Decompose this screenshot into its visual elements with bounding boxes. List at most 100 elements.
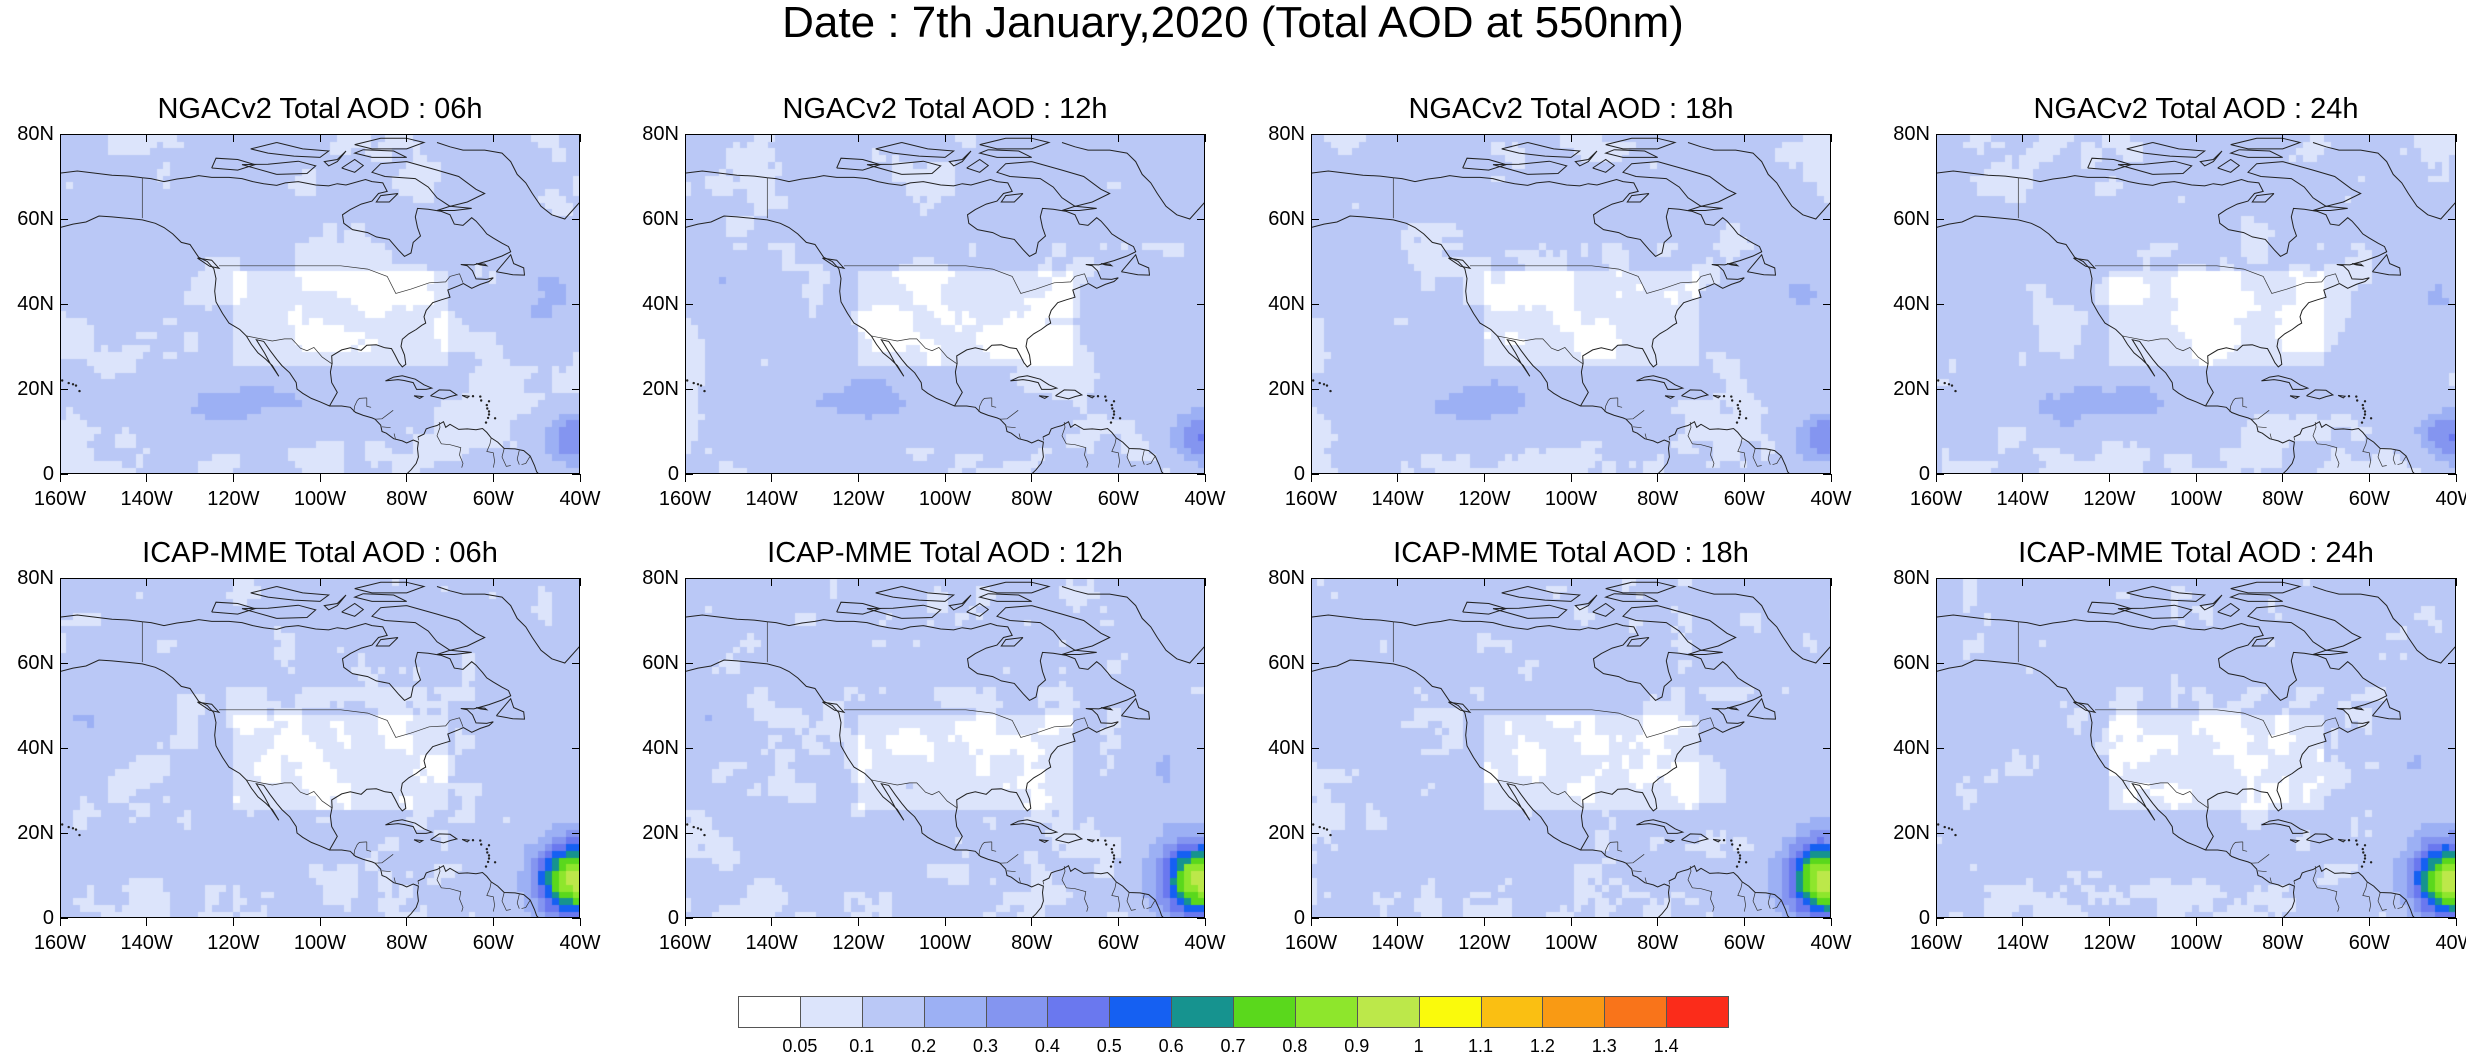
x-tick <box>319 474 321 482</box>
aod-map <box>60 134 580 474</box>
island-dot <box>2362 407 2365 410</box>
country-border <box>2397 899 2407 909</box>
coastline <box>1936 614 2388 851</box>
island-dot <box>1104 395 1107 398</box>
coastline <box>2293 420 2416 474</box>
country-border <box>486 881 495 912</box>
x-tick-label: 80W <box>2262 932 2304 954</box>
coastline <box>1936 659 2295 918</box>
island-dot <box>1738 857 1742 860</box>
y-tick-label: 60N <box>1268 208 1305 230</box>
y-tick-label: 20N <box>642 822 679 844</box>
x-tick-top <box>771 578 773 586</box>
coastline <box>979 137 1051 150</box>
island-dot <box>699 384 703 387</box>
x-tick-label: 100W <box>293 488 347 510</box>
coastline <box>2337 838 2347 843</box>
island-dot <box>1111 851 1114 854</box>
island-dot <box>2361 403 2364 407</box>
y-tick-label: 0 <box>42 907 54 929</box>
coastline <box>1726 263 1740 267</box>
coastline <box>1636 375 1685 390</box>
country-border <box>2257 870 2267 873</box>
x-tick <box>1310 918 1312 926</box>
coastline-layer <box>1936 581 2456 918</box>
x-tick-label: 100W <box>1544 488 1598 510</box>
country-border <box>978 841 992 857</box>
coastline-layer <box>1936 137 2456 474</box>
x-tick <box>857 918 859 926</box>
country-border <box>1146 899 1156 909</box>
country-border <box>2269 877 2272 883</box>
coastline <box>996 161 1111 207</box>
country-border <box>1767 894 1771 909</box>
x-tick-label: 40W <box>2435 488 2466 510</box>
x-tick-top <box>1117 578 1119 586</box>
x-tick-label: 40W <box>1810 488 1852 510</box>
island-dot <box>1954 389 1957 393</box>
x-tick-top <box>319 578 321 586</box>
coastline <box>1311 614 1763 851</box>
island-dot <box>74 384 78 387</box>
y-tick-label: 80N <box>1893 123 1930 145</box>
x-tick-label: 140W <box>120 488 173 510</box>
x-tick-top <box>857 578 859 586</box>
aod-map <box>1936 134 2456 474</box>
coastline <box>2372 697 2402 720</box>
country-border <box>999 410 1019 420</box>
x-tick-top <box>1570 134 1572 142</box>
map-panel: NGACv2 Total AOD : 06h 160W 140W 120W 100W 80… <box>17 92 600 532</box>
x-tick-label: 160W <box>658 932 712 954</box>
island-dot <box>1937 823 1940 826</box>
y-tick-label: 80N <box>17 567 54 589</box>
y-tick-right <box>1197 832 1205 834</box>
country-border <box>1772 455 1782 465</box>
island-dot <box>487 400 491 403</box>
coastline-layer <box>685 137 1205 474</box>
y-tick-label: 80N <box>1268 567 1305 589</box>
island-dot <box>1111 407 1114 410</box>
coastline <box>2293 864 2416 918</box>
coastline <box>1462 157 1508 171</box>
island-dot <box>493 861 497 864</box>
aod-map <box>1311 134 1831 474</box>
x-tick-label: 40W <box>1184 488 1226 510</box>
coastline <box>1100 707 1114 711</box>
y-tick-right <box>572 473 580 475</box>
x-tick-label: 140W <box>120 932 173 954</box>
x-tick-label: 80W <box>1011 488 1053 510</box>
x-tick-label: 60W <box>2348 488 2390 510</box>
x-tick-label: 80W <box>1011 932 1053 954</box>
country-border <box>1470 709 1715 738</box>
coastline <box>436 586 580 664</box>
x-tick-top <box>684 578 686 586</box>
island-dot <box>479 395 482 398</box>
island-dot <box>2363 854 2367 857</box>
coastline <box>1936 215 2295 474</box>
aod-map <box>60 578 580 918</box>
island-dot <box>2363 844 2367 847</box>
x-tick <box>2368 918 2370 926</box>
island-dot <box>1950 384 1954 387</box>
coastline <box>1000 637 1024 647</box>
colorbar-swatch <box>1542 996 1606 1028</box>
coastline <box>2217 602 2241 617</box>
coastline-layer <box>60 137 580 474</box>
panel-title: NGACv2 Total AOD : 18h <box>1408 93 1734 125</box>
coastline <box>371 605 486 651</box>
coastline <box>60 215 419 474</box>
island-dot <box>703 389 706 393</box>
island-dot <box>1105 843 1108 846</box>
x-tick-top <box>684 134 686 142</box>
island-dot <box>1110 403 1113 407</box>
coastline <box>2337 394 2347 399</box>
x-tick-top <box>944 578 946 586</box>
coastline <box>1712 838 1722 843</box>
coastline <box>1061 586 1205 664</box>
coastline <box>417 420 540 474</box>
y-tick <box>60 388 68 390</box>
coastline <box>2251 193 2275 203</box>
country-border <box>521 899 531 909</box>
island-dot <box>1731 399 1734 402</box>
coastline <box>2306 833 2335 844</box>
